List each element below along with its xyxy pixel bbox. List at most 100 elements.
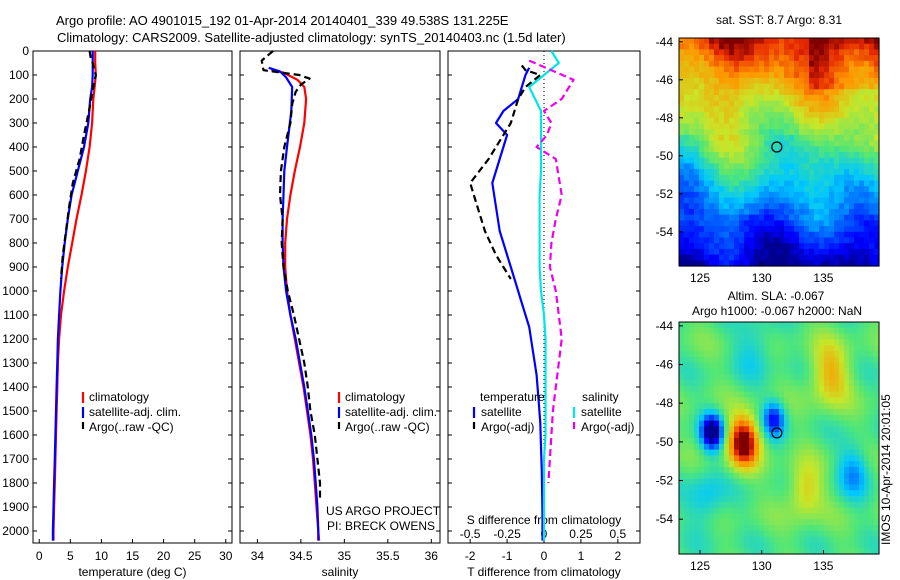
- map-cell: [769, 356, 775, 364]
- map-cell: [794, 380, 800, 387]
- map-cell: [734, 254, 740, 261]
- map-cell: [764, 214, 770, 221]
- map-cell: [699, 351, 705, 358]
- temperature-tick-label: 20: [157, 549, 171, 563]
- map-cell: [869, 449, 875, 456]
- map-cell: [729, 385, 735, 393]
- map-cell: [764, 157, 770, 164]
- map-cell: [834, 513, 840, 520]
- map-cell: [719, 38, 725, 45]
- map-cell: [844, 77, 850, 85]
- map-cell: [699, 380, 705, 387]
- map-cell: [819, 134, 825, 142]
- map-cell: [739, 72, 745, 79]
- map-cell: [859, 231, 865, 239]
- map-cell: [749, 507, 755, 514]
- map-cell: [799, 174, 805, 182]
- map-cell: [809, 380, 815, 387]
- map-cell: [764, 248, 770, 256]
- map-cell: [679, 100, 685, 107]
- map-cell: [679, 351, 685, 358]
- map-cell: [684, 220, 690, 227]
- map-cell: [764, 519, 770, 526]
- map-cell: [824, 490, 830, 497]
- map-cell: [709, 507, 715, 514]
- map-cell: [854, 106, 860, 113]
- map-cell: [704, 409, 710, 416]
- map-cell: [834, 49, 840, 56]
- map-cell: [729, 339, 735, 346]
- map-cell: [874, 525, 880, 532]
- map-cell: [704, 426, 710, 433]
- map-cell: [859, 432, 865, 439]
- map-cell: [844, 455, 850, 462]
- map-cell: [874, 530, 880, 538]
- map-cell: [704, 513, 710, 520]
- map-cell: [854, 95, 860, 102]
- map-cell: [814, 438, 820, 445]
- map-cell: [809, 254, 815, 261]
- map-cell: [859, 327, 865, 335]
- map-cell: [709, 461, 715, 468]
- map-cell: [794, 403, 800, 410]
- map-cell: [864, 180, 870, 187]
- map-cell: [729, 100, 735, 107]
- map-cell: [709, 496, 715, 503]
- difference-series-line: [528, 50, 560, 541]
- map-cell: [784, 163, 790, 170]
- map-cell: [744, 501, 750, 509]
- map-cell: [739, 134, 745, 142]
- map-cell: [729, 426, 735, 433]
- map-cell: [699, 322, 705, 329]
- map-cell: [744, 490, 750, 497]
- map-cell: [824, 420, 830, 427]
- map-cell: [699, 542, 705, 549]
- map-cell: [779, 409, 785, 416]
- map-cell: [839, 226, 845, 233]
- map-cell: [704, 140, 710, 147]
- map-cell: [684, 322, 690, 329]
- map-cell: [804, 472, 810, 480]
- salinity-tick-label: 35: [338, 549, 352, 563]
- map-cell: [699, 197, 705, 204]
- map-cell: [794, 248, 800, 256]
- map-cell: [679, 368, 685, 375]
- map-cell: [779, 374, 785, 381]
- map-cell: [724, 66, 730, 73]
- map-cell: [679, 513, 685, 520]
- map-cell: [694, 420, 700, 427]
- map-cell: [739, 391, 745, 398]
- map-cell: [684, 169, 690, 176]
- map-cell: [689, 333, 695, 340]
- map-cell: [819, 55, 825, 62]
- map-cell: [869, 356, 875, 364]
- map-cell: [784, 180, 790, 187]
- map-cell: [719, 254, 725, 261]
- map-cell: [704, 507, 710, 514]
- map-cell: [834, 77, 840, 85]
- map-cell: [789, 129, 795, 136]
- map-cell: [694, 530, 700, 538]
- map-cell: [829, 214, 835, 221]
- map-cell: [704, 472, 710, 480]
- map-cell: [844, 55, 850, 62]
- map-cell: [679, 89, 685, 96]
- map-cell: [694, 443, 700, 451]
- map-cell: [864, 231, 870, 239]
- map-cell: [854, 443, 860, 451]
- map-cell: [844, 513, 850, 520]
- map-cell: [744, 95, 750, 102]
- map-cell: [859, 66, 865, 73]
- map-cell: [704, 134, 710, 142]
- map-cell: [804, 72, 810, 79]
- map-cell: [764, 525, 770, 532]
- map-cell: [854, 327, 860, 335]
- map-cell: [709, 374, 715, 381]
- map-cell: [804, 449, 810, 456]
- map-cell: [819, 209, 825, 216]
- map-cell: [789, 95, 795, 102]
- map-cell: [794, 385, 800, 393]
- map-cell: [839, 449, 845, 456]
- map-cell: [779, 197, 785, 204]
- map-cell: [784, 174, 790, 182]
